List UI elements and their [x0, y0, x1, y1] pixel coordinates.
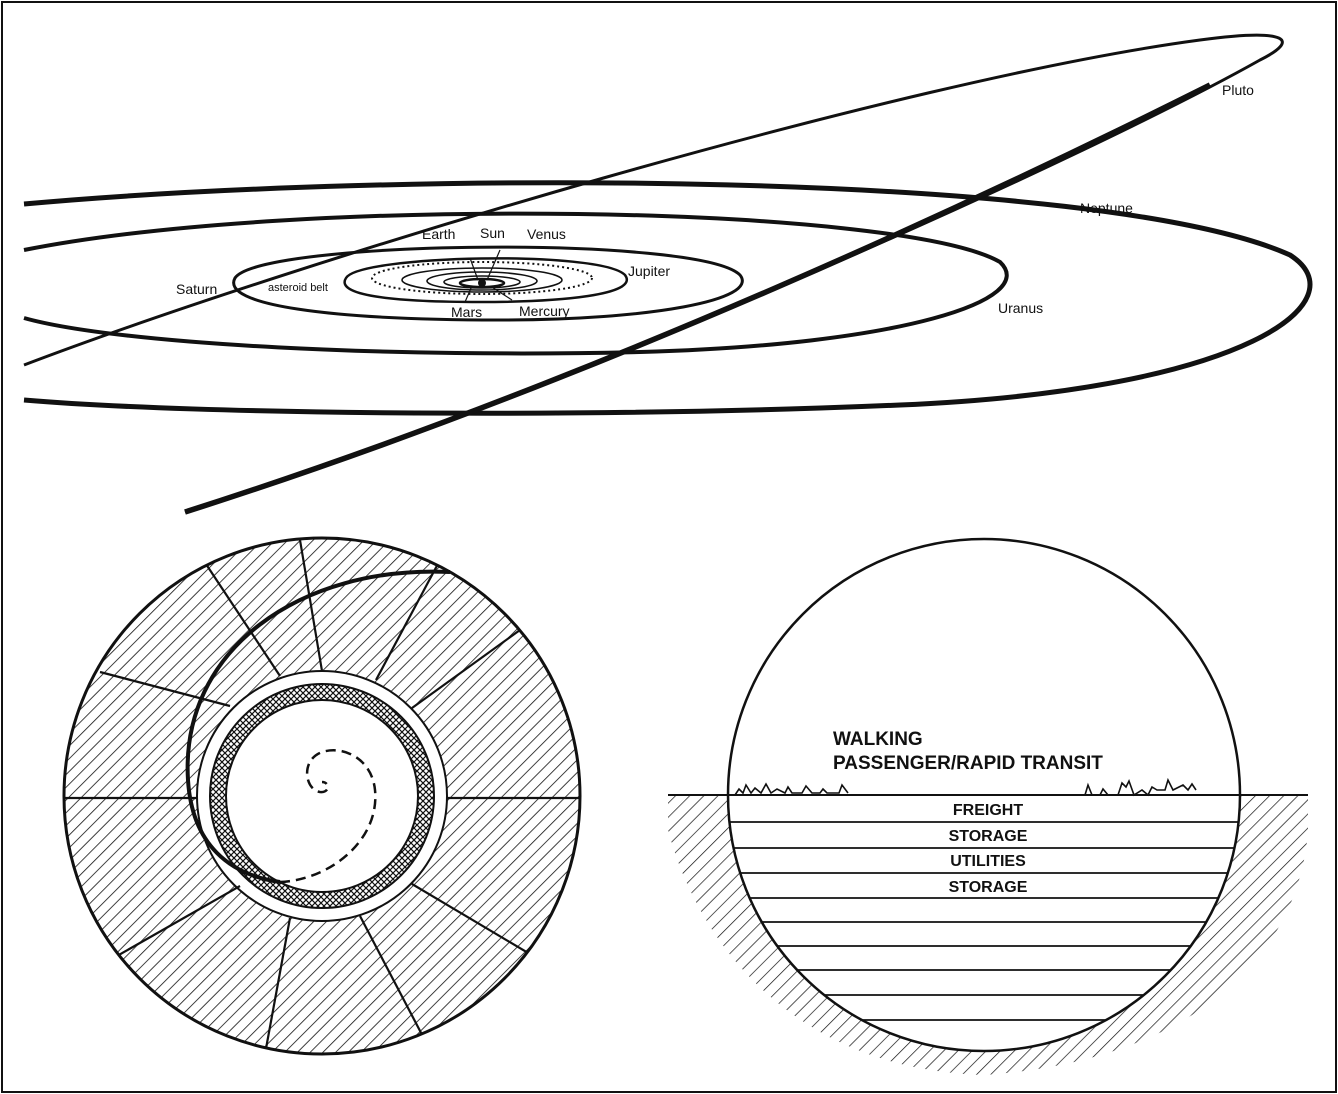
orbit-saturn	[232, 245, 744, 322]
label-sun: Sun	[480, 225, 505, 241]
label-venus: Venus	[527, 226, 566, 242]
orbit-neptune	[23, 180, 1313, 416]
label-uranus: Uranus	[998, 300, 1043, 316]
label-mars: Mars	[451, 304, 482, 320]
asteroid-belt	[371, 261, 593, 295]
label-utilities: UTILITIES	[950, 853, 1026, 870]
label-passenger-rapid-transit: PASSENGER/RAPID TRANSIT	[833, 753, 1103, 774]
spiral-habitat-diagram	[62, 536, 582, 1056]
label-asteroid-belt: asteroid belt	[268, 282, 328, 294]
tunnel-section-diagram: WALKING PASSENGER/RAPID TRANSIT FREIGHT …	[668, 537, 1308, 1075]
label-saturn: Saturn	[176, 281, 217, 297]
label-pluto: Pluto	[1222, 82, 1254, 98]
label-neptune: Neptune	[1080, 200, 1133, 216]
orbit-jupiter	[343, 257, 629, 304]
label-jupiter: Jupiter	[628, 263, 670, 279]
orbit-earth	[426, 271, 538, 291]
label-freight: FREIGHT	[953, 802, 1023, 819]
label-storage-1: STORAGE	[949, 828, 1028, 845]
solar-system-diagram: Pluto Neptune Earth Sun Venus Jupiter Sa…	[23, 33, 1313, 515]
label-mercury: Mercury	[519, 303, 570, 319]
label-walking: WALKING	[833, 729, 923, 750]
orbit-mars	[401, 267, 563, 293]
sun	[478, 279, 486, 287]
label-earth: Earth	[422, 226, 455, 242]
orbit-uranus	[23, 211, 1009, 356]
label-storage-2: STORAGE	[949, 879, 1028, 896]
